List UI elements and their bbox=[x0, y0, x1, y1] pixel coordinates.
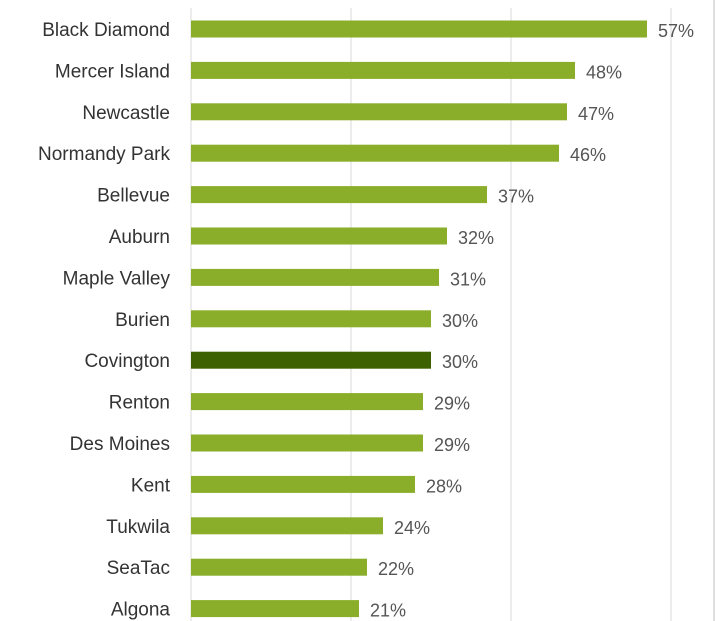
category-label-burien: Burien bbox=[115, 310, 170, 331]
bar-tukwila bbox=[191, 517, 383, 535]
value-label-des-moines: 29% bbox=[434, 435, 470, 455]
category-label-renton: Renton bbox=[109, 393, 170, 414]
value-label-maple-valley: 31% bbox=[450, 269, 486, 289]
value-label-tukwila: 24% bbox=[394, 518, 430, 538]
value-label-covington: 30% bbox=[442, 352, 478, 372]
value-label-bellevue: 37% bbox=[498, 187, 534, 207]
value-label-normandy-park: 46% bbox=[570, 145, 606, 165]
bar-black-diamond bbox=[191, 20, 647, 38]
value-label-algona: 21% bbox=[370, 601, 406, 621]
category-label-covington: Covington bbox=[84, 351, 170, 372]
bar-mercer-island bbox=[191, 61, 575, 79]
bar-bellevue bbox=[191, 186, 487, 204]
value-label-black-diamond: 57% bbox=[658, 21, 694, 41]
value-label-renton: 29% bbox=[434, 394, 470, 414]
category-label-kent: Kent bbox=[131, 475, 171, 496]
value-label-seatac: 22% bbox=[378, 559, 414, 579]
category-label-auburn: Auburn bbox=[109, 227, 170, 248]
category-label-des-moines: Des Moines bbox=[70, 434, 170, 455]
category-label-black-diamond: Black Diamond bbox=[42, 20, 170, 41]
category-label-mercer-island: Mercer Island bbox=[55, 61, 170, 82]
bar-renton bbox=[191, 393, 423, 411]
bars bbox=[191, 20, 647, 618]
value-label-burien: 30% bbox=[442, 311, 478, 331]
bar-burien bbox=[191, 310, 431, 328]
bar-des-moines bbox=[191, 434, 423, 452]
value-label-mercer-island: 48% bbox=[586, 62, 622, 82]
bar-seatac bbox=[191, 558, 367, 576]
value-label-kent: 28% bbox=[426, 476, 462, 496]
value-label-auburn: 32% bbox=[458, 228, 494, 248]
bar-algona bbox=[191, 600, 359, 618]
bar-maple-valley bbox=[191, 268, 439, 286]
category-label-normandy-park: Normandy Park bbox=[38, 144, 170, 165]
value-label-newcastle: 47% bbox=[578, 104, 614, 124]
category-label-tukwila: Tukwila bbox=[106, 517, 170, 538]
category-label-algona: Algona bbox=[111, 600, 171, 621]
category-label-bellevue: Bellevue bbox=[97, 186, 170, 207]
bar-normandy-park bbox=[191, 144, 559, 162]
bar-newcastle bbox=[191, 103, 567, 121]
bar-auburn bbox=[191, 227, 447, 245]
bar-kent bbox=[191, 475, 415, 493]
category-label-newcastle: Newcastle bbox=[82, 103, 170, 124]
category-label-seatac: SeaTac bbox=[107, 558, 170, 579]
category-label-maple-valley: Maple Valley bbox=[63, 268, 171, 289]
value-labels: 57% 48% 47% 46% 37% 32% 31% 30% 30% 29% 29% 28% 24% 2… bbox=[370, 21, 694, 621]
category-labels: Black Diamond Mercer Island Newcastle Norma… bbox=[38, 20, 171, 621]
bar-covington bbox=[191, 351, 431, 369]
